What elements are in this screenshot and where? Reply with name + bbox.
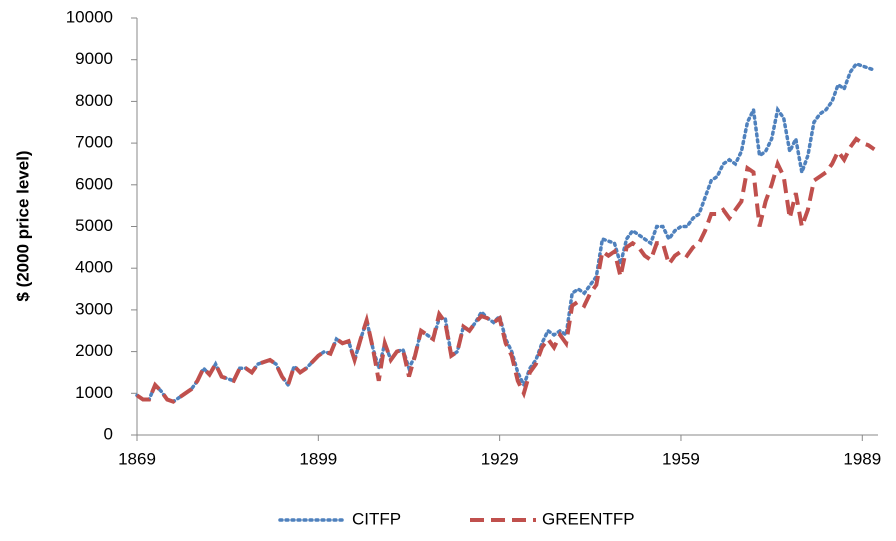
- y-tick-label: 7000: [75, 133, 113, 152]
- y-tick-label: 2000: [75, 341, 113, 360]
- y-tick-label: 3000: [75, 299, 113, 318]
- y-tick-label: 1000: [75, 383, 113, 402]
- x-tick-label: 1989: [843, 449, 881, 468]
- x-tick-label: 1899: [299, 449, 337, 468]
- y-tick-label: 10000: [66, 7, 113, 26]
- y-tick-label: 9000: [75, 49, 113, 68]
- y-axis-title: $ (2000 price level): [13, 150, 32, 301]
- x-tick-label: 1959: [662, 449, 700, 468]
- y-tick-label: 4000: [75, 258, 113, 277]
- y-tick-label: 0: [104, 424, 113, 443]
- line-series: [135, 61, 877, 404]
- line-series: [135, 136, 876, 404]
- x-tick-label: 1929: [481, 449, 519, 468]
- x-tick-label: 1869: [118, 449, 156, 468]
- legend-label: CITFP: [352, 509, 401, 528]
- y-tick-label: 5000: [75, 216, 113, 235]
- y-tick-label: 8000: [75, 91, 113, 110]
- y-tick-label: 6000: [75, 174, 113, 193]
- legend-label: GREENTFP: [542, 509, 635, 528]
